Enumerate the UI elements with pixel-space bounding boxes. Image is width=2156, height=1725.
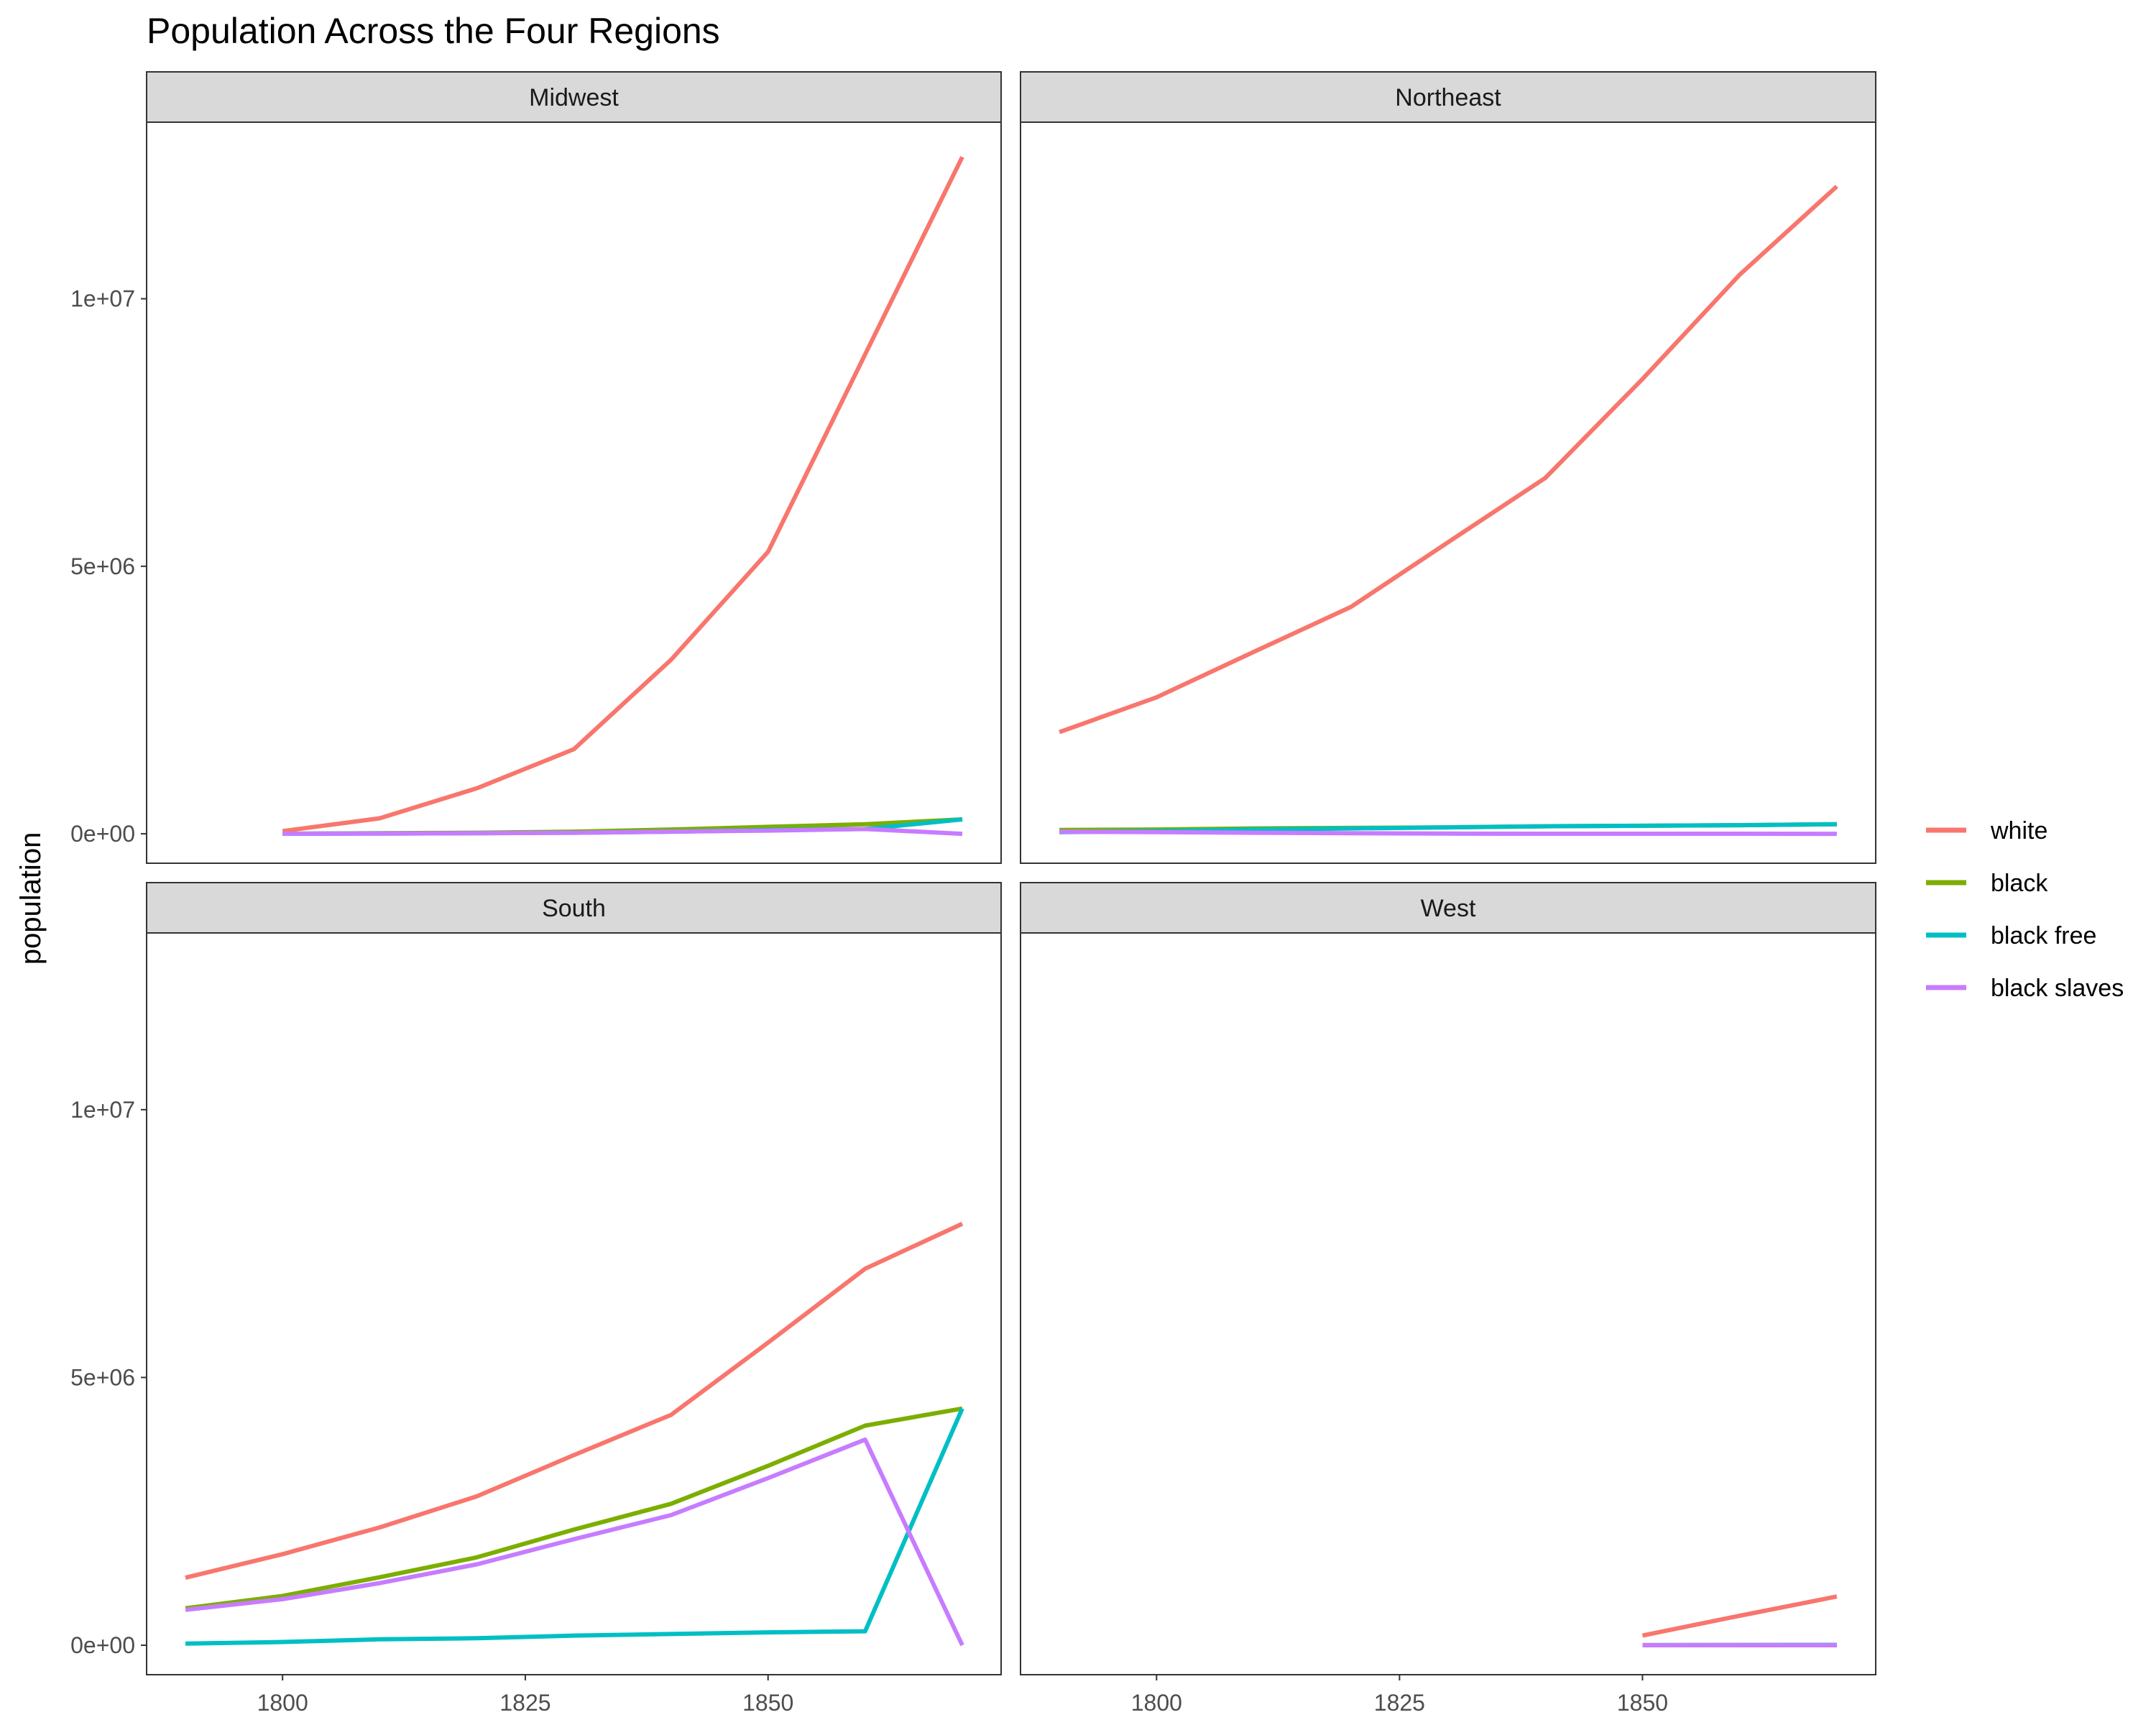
legend-item-black-free: black free <box>1926 922 2096 949</box>
facet-strip-label: Midwest <box>529 84 619 111</box>
series-line-white <box>1059 185 1838 735</box>
facet-strip <box>146 71 1002 123</box>
facets: Midwest 0e+00 5e+06 1e+07 Northeast South 0e+0… <box>70 71 1876 1716</box>
series-line-black-slaves <box>282 827 963 837</box>
series-line-white <box>1641 1594 1838 1638</box>
facet-strip-label: West <box>1421 895 1476 922</box>
panel-background <box>147 933 1001 1675</box>
legend-label: black <box>1991 870 2048 897</box>
series-line-black-free <box>185 1407 964 1646</box>
panel-background <box>1021 933 1876 1675</box>
panel-background <box>1021 122 1876 863</box>
y-tick-label: 5e+06 <box>70 1364 135 1390</box>
legend-label: white <box>1990 817 2047 845</box>
series-line-black <box>185 1406 963 1611</box>
panel-border <box>1020 932 1876 1675</box>
panel-border <box>146 121 1002 864</box>
x-tick-label: 1800 <box>257 1690 308 1716</box>
chart-title: Population Across the Four Regions <box>147 11 720 51</box>
y-axis-title: population <box>15 832 47 965</box>
y-tick-label: 0e+00 <box>70 821 135 847</box>
y-tick-label: 1e+07 <box>70 1097 135 1123</box>
series-line-white <box>185 1221 964 1581</box>
x-tick-label: 1850 <box>742 1690 793 1716</box>
panel-background <box>147 122 1001 863</box>
panel-border <box>1020 121 1876 864</box>
series-line-black-slaves <box>1059 829 1837 837</box>
legend-label: black free <box>1991 922 2096 949</box>
y-tick-label: 0e+00 <box>70 1632 135 1658</box>
facet-midwest: Midwest 0e+00 5e+06 1e+07 <box>70 71 1002 864</box>
facet-northeast: Northeast <box>1020 71 1876 864</box>
y-tick-label: 5e+06 <box>70 553 135 579</box>
facet-strip <box>1020 71 1876 123</box>
x-tick-label: 1825 <box>499 1690 550 1716</box>
facet-strip <box>1020 882 1876 934</box>
x-tick-label: 1800 <box>1131 1690 1182 1716</box>
x-tick-label: 1825 <box>1374 1690 1425 1716</box>
legend-item-white: white <box>1926 817 2047 845</box>
series-lines <box>1059 185 1838 837</box>
facet-strip <box>146 882 1002 934</box>
panel-border <box>146 932 1002 1675</box>
series-lines <box>1641 1594 1838 1647</box>
legend: white black black free black slaves <box>1926 817 2124 1002</box>
facet-west: West 1800 1825 1850 <box>1020 882 1876 1716</box>
facet-south: South 0e+00 5e+06 1e+07 1800 1825 1850 <box>70 882 1002 1716</box>
series-lines <box>185 1221 964 1647</box>
legend-item-black: black <box>1926 870 2048 897</box>
legend-label: black slaves <box>1991 975 2124 1002</box>
x-tick-label: 1850 <box>1617 1690 1668 1716</box>
facet-strip-label: South <box>542 895 606 922</box>
y-tick-label: 1e+07 <box>70 286 135 312</box>
series-line-black-slaves <box>185 1437 964 1647</box>
facet-strip-label: Northeast <box>1395 84 1501 111</box>
legend-item-black-slaves: black slaves <box>1926 975 2124 1002</box>
series-lines <box>282 156 964 837</box>
series-line-white <box>282 156 964 834</box>
